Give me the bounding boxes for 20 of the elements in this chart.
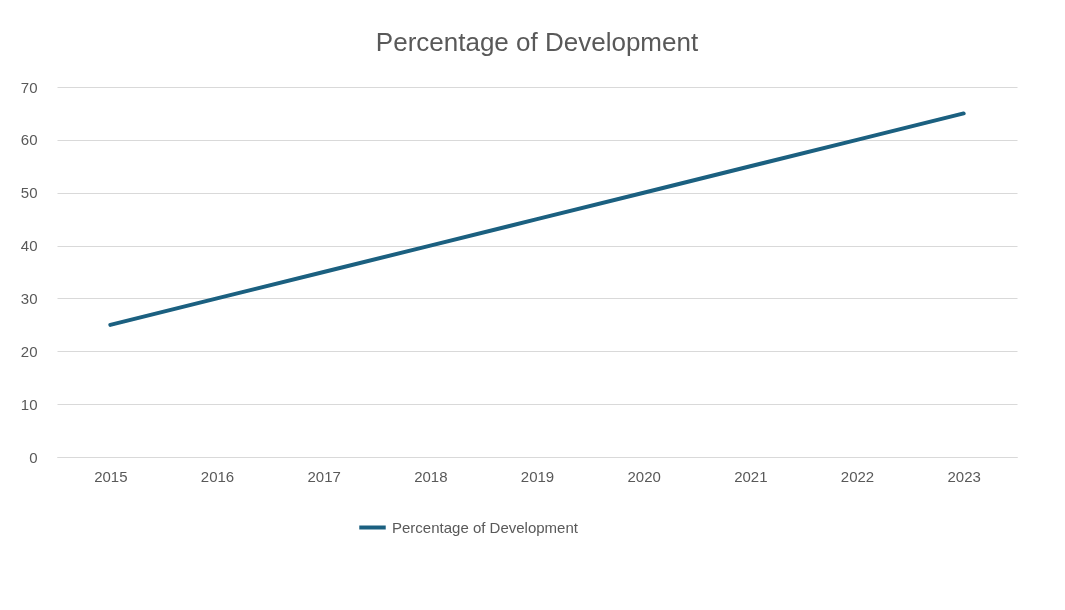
x-tick-label: 2018 bbox=[414, 467, 448, 485]
chart-title: Percentage of Development bbox=[375, 27, 699, 57]
y-tick-label: 10 bbox=[20, 395, 38, 413]
y-tick-label: 50 bbox=[20, 184, 38, 202]
x-tick-label: 2021 bbox=[734, 467, 768, 485]
x-tick-label: 2017 bbox=[307, 467, 341, 485]
line-series bbox=[108, 111, 966, 327]
x-tick-label: 2015 bbox=[94, 467, 128, 485]
y-tick-label: 0 bbox=[29, 448, 38, 466]
y-tick-label: 40 bbox=[20, 237, 38, 255]
x-tick-label: 2019 bbox=[520, 467, 555, 485]
y-tick-label: 30 bbox=[20, 289, 38, 307]
x-tick-label: 2023 bbox=[947, 467, 981, 485]
y-tick-label: 20 bbox=[20, 342, 38, 360]
legend-label: Percentage of Development bbox=[392, 518, 579, 536]
y-tick-label: 70 bbox=[20, 78, 38, 96]
x-tick-label: 2016 bbox=[200, 467, 235, 485]
y-tick-label: 60 bbox=[20, 131, 38, 149]
x-tick-label: 2022 bbox=[840, 467, 875, 485]
x-tick-label: 2020 bbox=[627, 467, 661, 485]
